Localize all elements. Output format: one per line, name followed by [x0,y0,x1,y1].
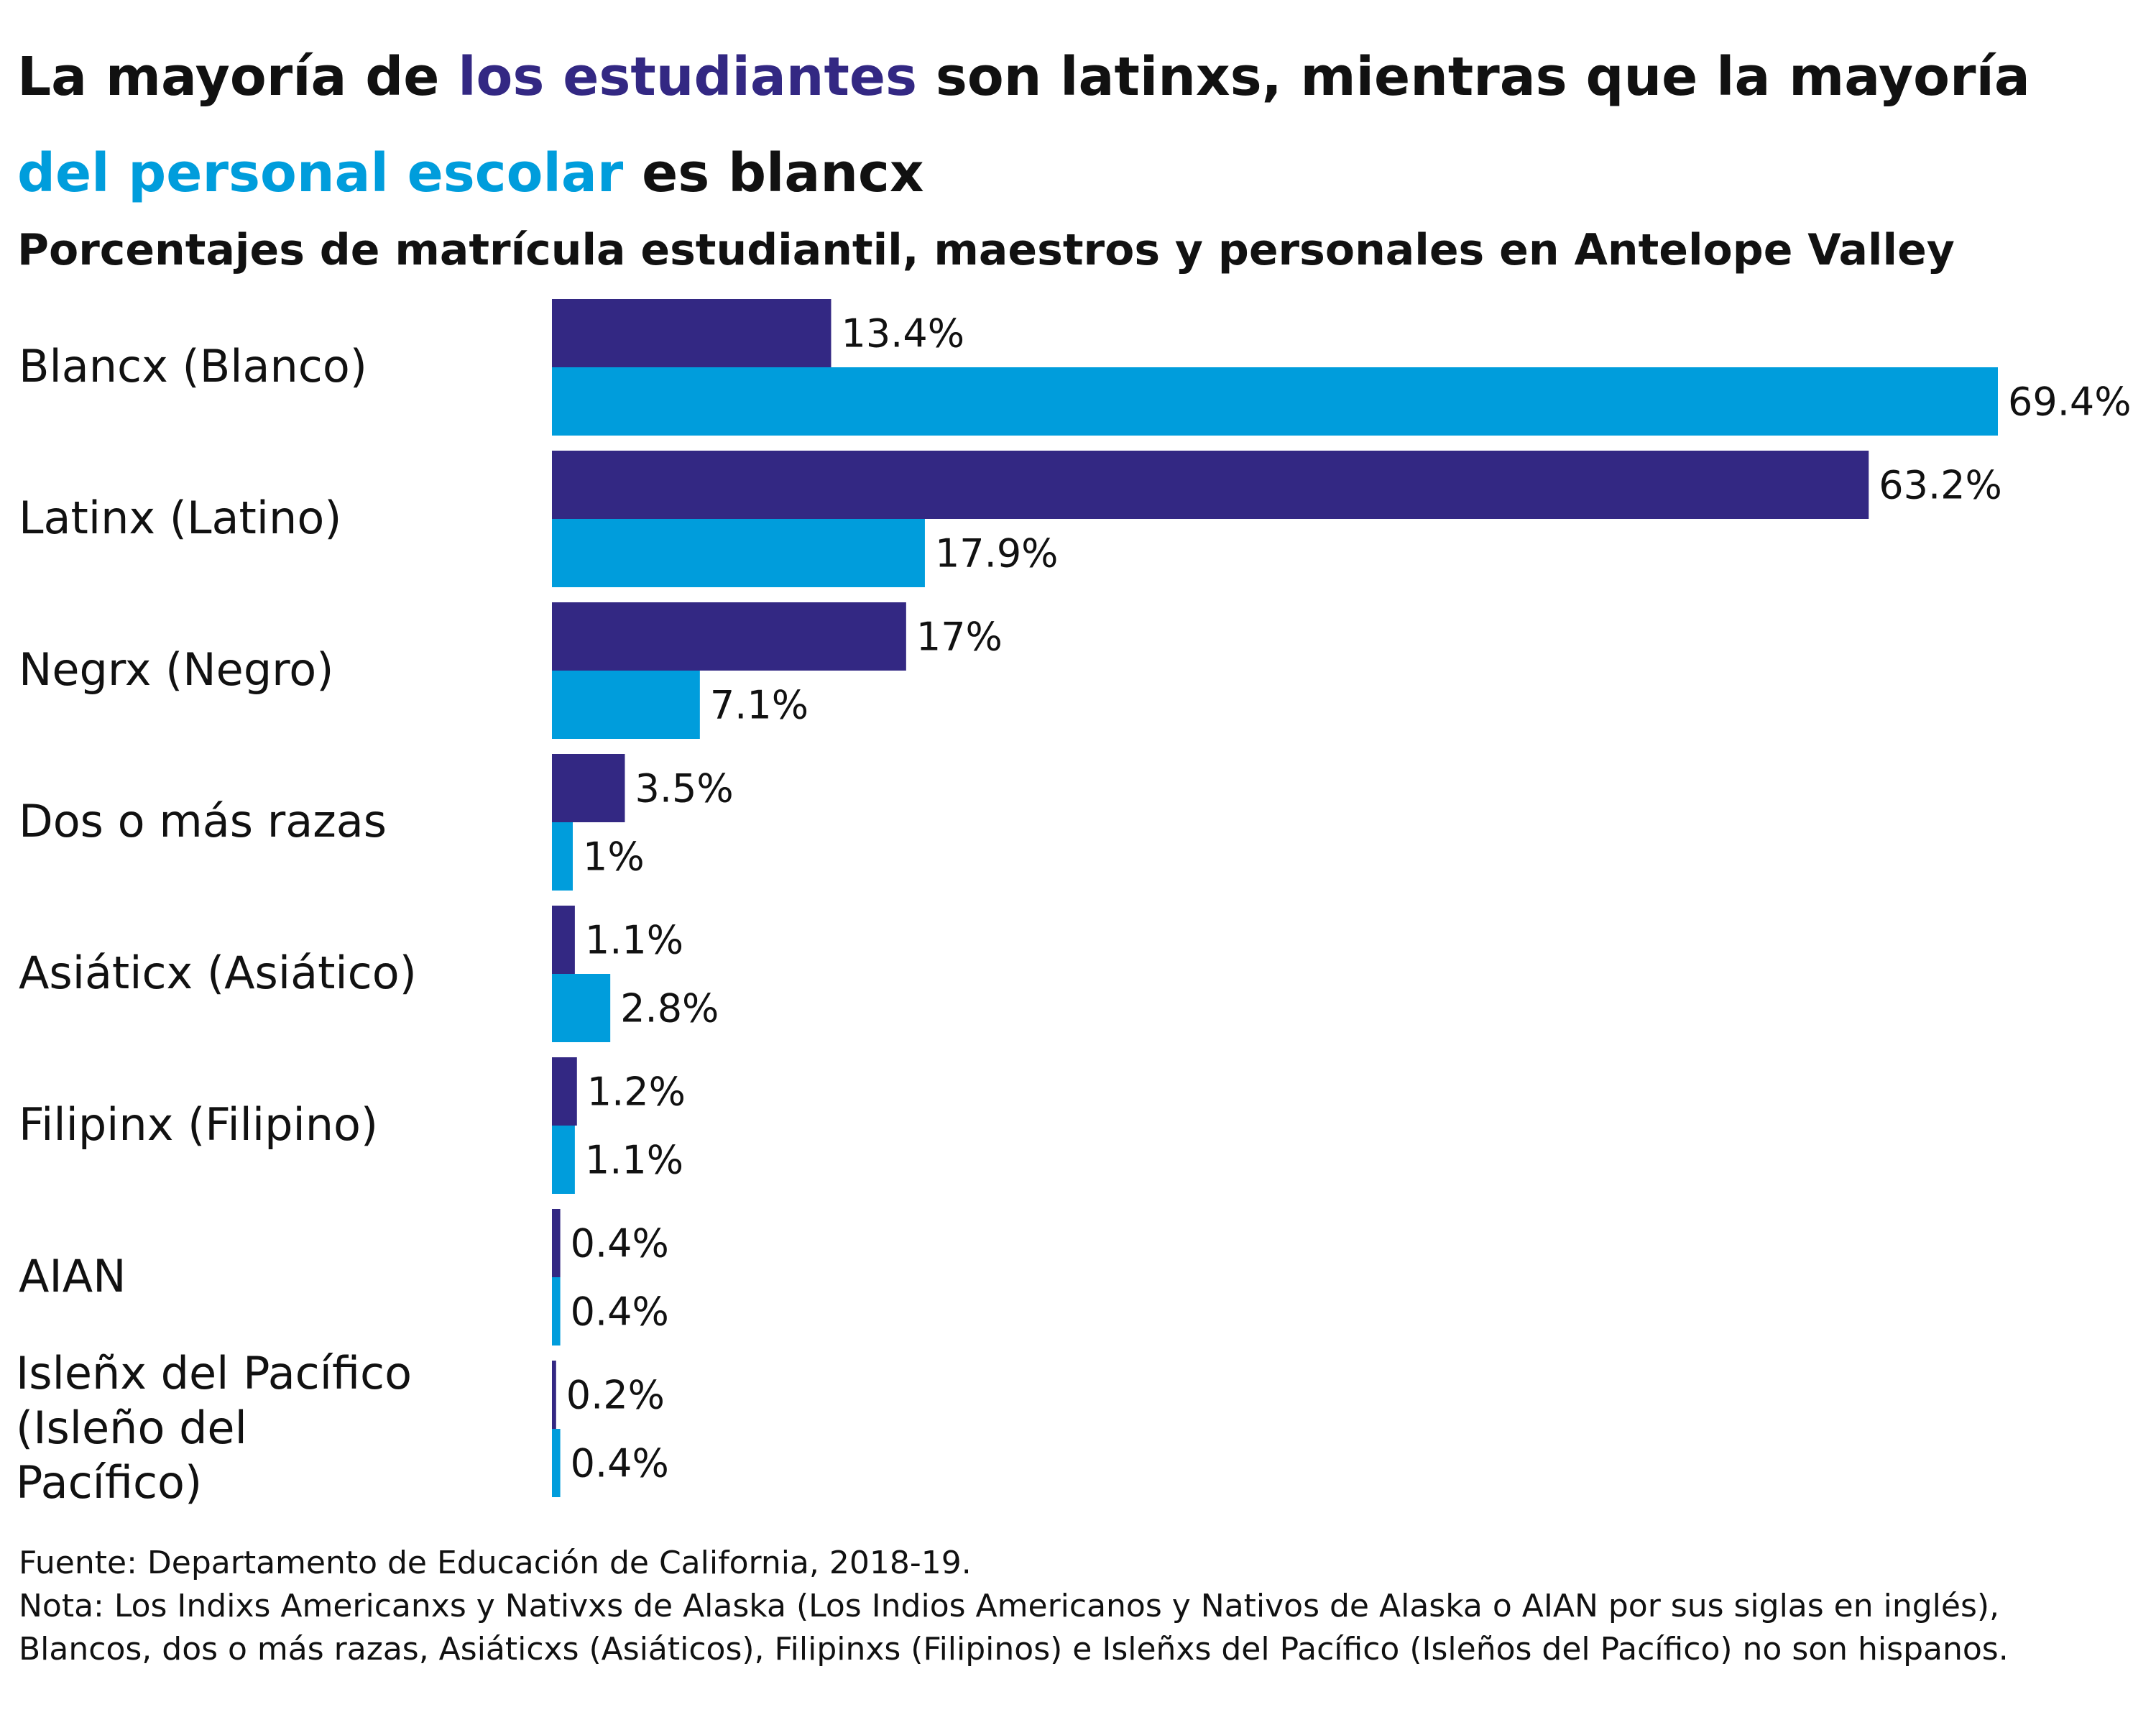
title-part-3: es blancx [623,142,924,204]
title-highlight-students: los estudiantes [458,46,918,108]
category-label-filipinx: Filipinx (Filipino) [19,1098,378,1151]
bar-staff-dos-o-mas-razas [552,822,573,891]
bar-students-dos-o-mas-razas [552,754,625,822]
category-label-aian: AIAN [19,1250,126,1302]
bar-staff-latinx [552,519,925,587]
bar-staff-asiaticx [552,974,611,1042]
value-label-students-aian: 0.4% [571,1221,669,1266]
category-label-line: Isleñx del Pacífico [16,1347,412,1399]
value-label-students-filipinx: 1.2% [587,1070,686,1115]
category-label-line: Asiáticx (Asiático) [19,947,417,999]
value-label-students-blancx: 13.4% [841,311,964,356]
bar-students-latinx [552,451,1869,519]
bar-students-blancx [552,299,831,367]
category-label-line: (Isleño del [16,1402,247,1454]
category-label-asiaticx: Asiáticx (Asiático) [19,947,417,999]
bar-staff-blancx [552,367,1998,436]
title-highlight-staff: del personal escolar [17,142,624,204]
value-label-students-latinx: 63.2% [1879,463,2002,508]
chart-subtitle: Porcentajes de matrícula estudiantil, ma… [17,225,1955,275]
value-label-staff-filipinx: 1.1% [585,1138,683,1183]
category-label-line: Pacífico) [16,1456,202,1509]
footnote: Nota: Los Indixs Americanxs y Nativxs de… [19,1588,2009,1668]
value-label-staff-blancx: 69.4% [2008,380,2132,425]
category-label-negrx: Negrx (Negro) [19,643,333,696]
value-label-staff-latinx: 17.9% [935,531,1059,576]
labels-layer: Blancx (Blanco) 13.4% 69.4% Latinx (Latino)… [16,311,2132,1509]
bars-layer [552,299,1998,1497]
value-label-staff-asiaticx: 2.8% [620,986,719,1031]
title-part-2: son latinxs, mientras que la mayoría [917,46,2030,108]
title-part-1: La mayoría de [17,46,459,108]
category-label-line: Filipinx (Filipino) [19,1098,378,1151]
value-label-staff-islenx-del-pacifico: 0.4% [571,1441,669,1486]
bar-students-asiaticx [552,906,575,974]
value-label-staff-aian: 0.4% [571,1289,669,1335]
bar-students-negrx [552,602,906,671]
chart-footer: Fuente: Departamento de Educación de Cal… [19,1542,2132,1671]
bar-students-filipinx [552,1057,577,1126]
category-label-blancx: Blancx (Blanco) [19,340,367,392]
value-label-students-asiaticx: 1.1% [585,918,683,963]
bar-staff-negrx [552,671,700,739]
bar-staff-islenx-del-pacifico [552,1429,561,1497]
value-label-staff-negrx: 7.1% [710,683,808,728]
bar-staff-filipinx [552,1126,575,1194]
category-label-line: Latinx (Latino) [19,492,341,544]
category-label-line: Negrx (Negro) [19,643,333,696]
bar-staff-aian [552,1277,561,1346]
value-label-students-negrx: 17% [916,615,1003,660]
category-label-dos-o-mas-razas: Dos o más razas [19,795,387,847]
category-label-islenx-del-pacifico: Isleñx del Pacífico (Isleño del Pacífico) [16,1347,412,1509]
source-note: Fuente: Departamento de Educación de Cal… [19,1545,972,1581]
bar-chart: Blancx (Blanco) 13.4% 69.4% Latinx (Latino)… [16,299,2132,1509]
category-label-line: AIAN [19,1250,126,1302]
bar-students-aian [552,1209,561,1277]
category-label-line: Dos o más razas [19,795,387,847]
category-label-latinx: Latinx (Latino) [19,492,341,544]
chart-title: La mayoría de los estudiantes son latinx… [17,29,2137,221]
value-label-staff-dos-o-mas-razas: 1% [583,834,645,880]
value-label-students-islenx-del-pacifico: 0.2% [566,1373,665,1418]
category-label-line: Blancx (Blanco) [19,340,367,392]
value-label-students-dos-o-mas-razas: 3.5% [635,766,733,811]
bar-students-islenx-del-pacifico [552,1361,556,1429]
